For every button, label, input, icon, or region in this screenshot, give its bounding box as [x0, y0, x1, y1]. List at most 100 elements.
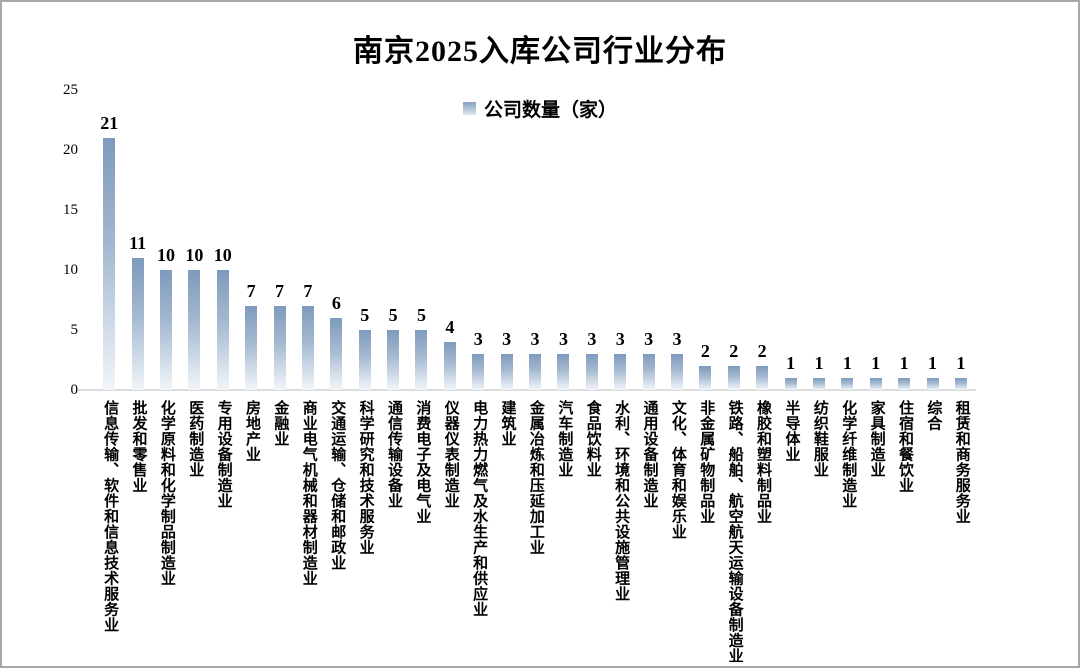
legend: 公司数量（家）: [2, 95, 1078, 122]
category-label: 水利、环境和公共设施管理业: [613, 400, 630, 602]
category-label: 商业电气机械和器材制造业: [300, 400, 317, 586]
bar-column: 6: [322, 294, 350, 390]
bar-value-label: 5: [416, 305, 426, 325]
category-label: 住宿和餐饮业: [897, 400, 913, 493]
bar: [926, 378, 939, 390]
bar-value-label: 5: [388, 305, 398, 325]
category-label: 化学纤维制造业: [840, 400, 857, 509]
bar: [954, 378, 967, 390]
category-label-column: 科学研究和技术服务业: [351, 400, 379, 555]
category-label: 科学研究和技术服务业: [357, 400, 374, 555]
bar-value-label: 7: [246, 281, 256, 301]
category-label-column: 半导体业: [776, 400, 804, 462]
bar-column: 1: [776, 354, 804, 390]
bar: [699, 366, 712, 390]
category-label: 文化、体育和娱乐业: [669, 400, 686, 540]
bar: [812, 378, 825, 390]
category-label: 食品饮料业: [584, 400, 601, 478]
bar-column: 10: [180, 246, 208, 390]
bar-column: 11: [123, 234, 151, 390]
y-axis-tick-label: 10: [63, 262, 78, 278]
bar-column: 2: [720, 342, 748, 390]
bar-column: 3: [492, 330, 520, 390]
category-label-column: 住宿和餐饮业: [890, 400, 918, 493]
category-label-column: 仪器仪表制造业: [436, 400, 464, 509]
category-label: 医药制造业: [187, 400, 204, 478]
bar-value-label: 2: [757, 341, 767, 361]
bar: [131, 258, 144, 390]
category-label-column: 通用设备制造业: [634, 400, 662, 509]
bar: [159, 270, 172, 390]
bar: [472, 354, 485, 390]
bar: [585, 354, 598, 390]
category-label: 铁路、船舶、航空航天运输设备制造业: [726, 400, 743, 662]
bar: [642, 354, 655, 390]
bar-value-label: 1: [814, 353, 824, 373]
bar-column: 21: [95, 114, 123, 390]
category-label-column: 文化、体育和娱乐业: [663, 400, 691, 540]
bar-value-label: 1: [842, 353, 852, 373]
bar-value-label: 1: [786, 353, 796, 373]
bar-value-label: 1: [871, 353, 881, 373]
legend-label: 公司数量（家）: [483, 100, 617, 121]
bar: [727, 366, 740, 390]
category-label: 批发和零售业: [130, 400, 147, 493]
bar-value-label: 2: [729, 341, 739, 361]
category-label: 通信传输设备业: [385, 400, 402, 509]
bar-value-label: 7: [275, 281, 285, 301]
y-axis-tick-label: 5: [70, 322, 79, 338]
bar-column: 5: [407, 306, 435, 390]
bar-column: 3: [663, 330, 691, 390]
bar-value-label: 21: [100, 113, 119, 133]
bar-column: 7: [265, 282, 293, 390]
bar: [188, 270, 201, 390]
category-label: 专用设备制造业: [215, 400, 232, 509]
category-label: 半导体业: [783, 400, 800, 462]
bar: [443, 342, 456, 390]
bar-column: 3: [549, 330, 577, 390]
bar: [415, 330, 428, 390]
category-label: 综合: [925, 400, 942, 431]
category-label-column: 水利、环境和公共设施管理业: [606, 400, 634, 602]
category-label-column: 汽车制造业: [549, 400, 577, 478]
bar-value-label: 10: [213, 245, 232, 265]
category-label-column: 金属冶炼和压延加工业: [521, 400, 549, 555]
category-label-column: 消费电子及电气业: [407, 400, 435, 524]
bar-value-label: 10: [185, 245, 204, 265]
bar-column: 2: [748, 342, 776, 390]
bar-value-label: 5: [360, 305, 370, 325]
bar: [387, 330, 400, 390]
category-label-column: 金融业: [265, 400, 293, 447]
bar-column: 10: [209, 246, 237, 390]
bar-value-label: 3: [587, 329, 597, 349]
bar: [869, 378, 882, 390]
x-axis-category-labels: 信息传输、软件和信息技术服务业 批发和零售业 化学原料和化学制品制造业 医药制造业 专用…: [95, 400, 975, 662]
bar-column: 3: [606, 330, 634, 390]
legend-marker-icon: [462, 102, 476, 115]
x-axis-baseline: [78, 389, 976, 391]
category-label-column: 食品饮料业: [578, 400, 606, 478]
bar-value-label: 11: [129, 233, 147, 253]
y-axis-tick-label: 20: [63, 142, 78, 158]
category-label-column: 铁路、船舶、航空航天运输设备制造业: [720, 400, 748, 662]
bar-value-label: 1: [899, 353, 909, 373]
bar: [614, 354, 627, 390]
bar-column: 5: [351, 306, 379, 390]
bar: [358, 330, 371, 390]
category-label-column: 化学纤维制造业: [833, 400, 861, 509]
bar-value-label: 3: [644, 329, 654, 349]
category-label: 交通运输、仓储和邮政业: [329, 400, 346, 571]
y-axis-tick-label: 25: [63, 82, 78, 98]
category-label: 信息传输、软件和信息技术服务业: [102, 400, 119, 633]
category-label-column: 商业电气机械和器材制造业: [294, 400, 322, 586]
category-label: 消费电子及电气业: [414, 400, 431, 524]
bar-value-label: 3: [615, 329, 625, 349]
bar-column: 2: [691, 342, 719, 390]
category-label: 金属冶炼和压延加工业: [527, 400, 544, 555]
bar-value-label: 10: [156, 245, 175, 265]
category-label-column: 化学原料和化学制品制造业: [152, 400, 180, 586]
bar-column: 1: [862, 354, 890, 390]
bar: [529, 354, 542, 390]
y-axis-tick-label: 0: [70, 382, 79, 398]
